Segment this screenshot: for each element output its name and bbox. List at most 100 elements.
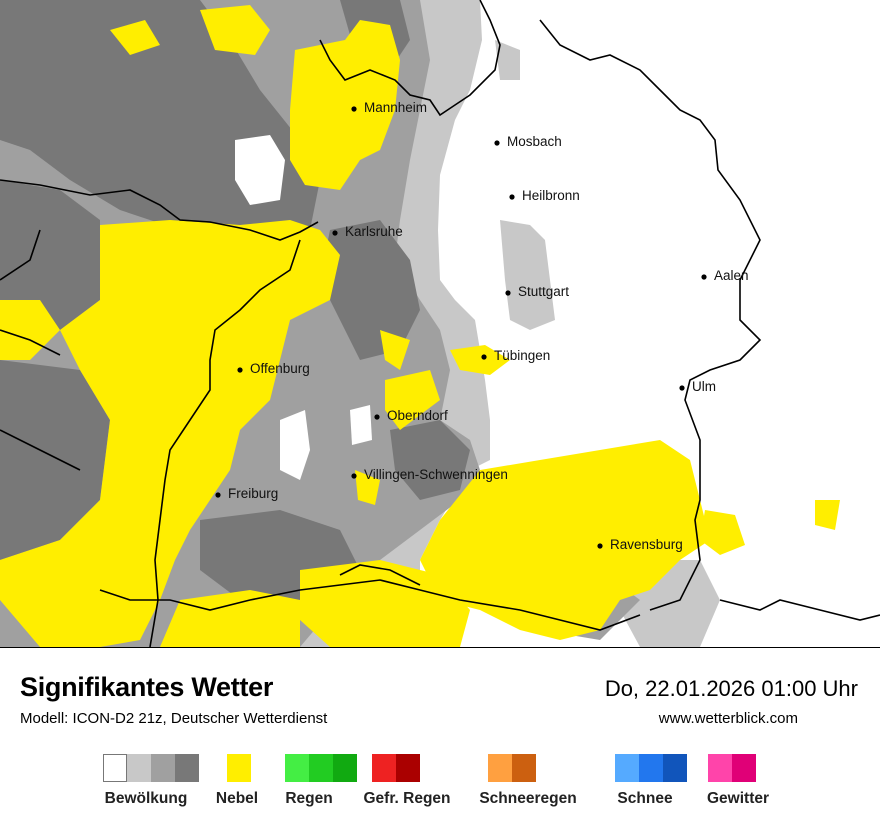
clear-patch: [350, 405, 372, 445]
legend-swatch: [151, 754, 175, 782]
city-label: Karlsruhe: [345, 224, 403, 239]
city-karlsruhe: Karlsruhe: [332, 224, 403, 239]
city-label: Tübingen: [494, 348, 550, 363]
legend-item: [615, 754, 687, 782]
legend-swatches: [488, 754, 536, 782]
city-mannheim: Mannheim: [351, 100, 427, 115]
fog-area: [300, 560, 470, 647]
fog-area: [0, 220, 340, 647]
legend-swatch: [488, 754, 512, 782]
legend-swatch: [615, 754, 639, 782]
legend-swatch: [227, 754, 251, 782]
cloud-area-dark: [320, 220, 420, 360]
city-ravensburg: Ravensburg: [597, 537, 683, 552]
city-label: Aalen: [714, 268, 749, 283]
legend-swatch: [396, 754, 420, 782]
city-label: Offenburg: [250, 361, 310, 376]
city-markers: Mannheim Mosbach Heilbronn Karlsruhe Aal…: [215, 100, 749, 552]
city-label: Stuttgart: [518, 284, 569, 299]
legend-swatch: [639, 754, 663, 782]
border-line: [0, 429, 81, 471]
city-offenburg: Offenburg: [237, 361, 310, 376]
legend-label: Bewölkung: [104, 790, 188, 807]
fog-area: [815, 500, 840, 530]
legend-swatches: [708, 754, 756, 782]
fog-area: [385, 370, 440, 430]
border-line: [149, 239, 301, 647]
legend-label: Schnee: [617, 790, 673, 807]
city-stuttgart: Stuttgart: [505, 284, 569, 299]
city-label: Ulm: [692, 379, 716, 394]
city-label: Heilbronn: [522, 188, 580, 203]
cloud-area-dark: [0, 360, 110, 560]
legend-item: [708, 754, 756, 782]
border-line: [0, 179, 319, 241]
model-info: Modell: ICON-D2 21z, Deutscher Wetterdie…: [20, 710, 328, 727]
fog-area: [200, 5, 270, 55]
forecast-datetime: Do, 22.01.2026 01:00 Uhr: [604, 676, 858, 701]
legend-swatches: [372, 754, 420, 782]
legend-swatches: [615, 754, 687, 782]
legend-swatch: [372, 754, 396, 782]
legend-item: [285, 754, 357, 782]
legend-swatch: [285, 754, 309, 782]
fog-area: [0, 300, 60, 360]
border-line: [339, 564, 421, 586]
border-line: [0, 229, 41, 281]
city-label: Villingen-Schwenningen: [364, 467, 508, 482]
weather-map-svg: Mannheim Mosbach Heilbronn Karlsruhe Aal…: [0, 0, 880, 647]
legend-swatch: [175, 754, 199, 782]
border-line: [99, 579, 641, 631]
legend-swatch: [732, 754, 756, 782]
fog-area: [110, 20, 160, 55]
city-label: Ravensburg: [610, 537, 683, 552]
legend: Bewölkung Nebel Regen Gefr. Regen Schneerege…: [0, 754, 880, 814]
legend-swatch: [103, 754, 127, 782]
legend-item: [372, 754, 420, 782]
legend-swatch: [708, 754, 732, 782]
legend-swatches: [285, 754, 357, 782]
fog-area: [160, 590, 300, 647]
fog-area: [700, 510, 745, 555]
city-ulm: Ulm: [679, 379, 716, 394]
city-label: Freiburg: [228, 486, 278, 501]
city-label: Mannheim: [364, 100, 427, 115]
legend-swatch: [333, 754, 357, 782]
legend-label: Gefr. Regen: [363, 790, 451, 807]
legend-swatches: [103, 754, 199, 782]
website-link[interactable]: www.wetterblick.com: [658, 710, 798, 727]
cloud-area-dark: [390, 420, 470, 500]
legend-item: [488, 754, 536, 782]
region-borders: [0, 0, 880, 647]
legend-swatches: [227, 754, 251, 782]
fog-area: [420, 440, 710, 640]
city-label: Oberndorf: [387, 408, 448, 423]
fog-area: [560, 460, 610, 500]
city-tuebingen: Tübingen: [481, 348, 550, 363]
legend-label: Gewitter: [706, 790, 770, 807]
fog-area: [380, 330, 410, 370]
legend-label: Schneeregen: [479, 790, 577, 807]
cloud-area-light: [495, 40, 520, 80]
city-aalen: Aalen: [701, 268, 749, 283]
legend-swatch: [127, 754, 151, 782]
legend-label: Regen: [285, 790, 333, 807]
border-line: [319, 0, 501, 117]
legend-item: [103, 754, 199, 782]
border-line: [539, 19, 762, 611]
border-line: [719, 599, 880, 621]
map-title: Signifikantes Wetter: [20, 672, 274, 702]
legend-label: Nebel: [215, 790, 259, 807]
legend-swatch: [309, 754, 333, 782]
city-heilbronn: Heilbronn: [509, 188, 580, 203]
fog-area: [290, 20, 400, 190]
clear-patch: [235, 135, 285, 205]
legend-swatch: [663, 754, 687, 782]
city-villingen-schwenningen: Villingen-Schwenningen: [351, 467, 508, 482]
city-oberndorf: Oberndorf: [374, 408, 448, 423]
city-label: Mosbach: [507, 134, 562, 149]
city-mosbach: Mosbach: [494, 134, 562, 149]
legend-item: [227, 754, 251, 782]
fog-area: [450, 345, 510, 375]
legend-swatch: [512, 754, 536, 782]
